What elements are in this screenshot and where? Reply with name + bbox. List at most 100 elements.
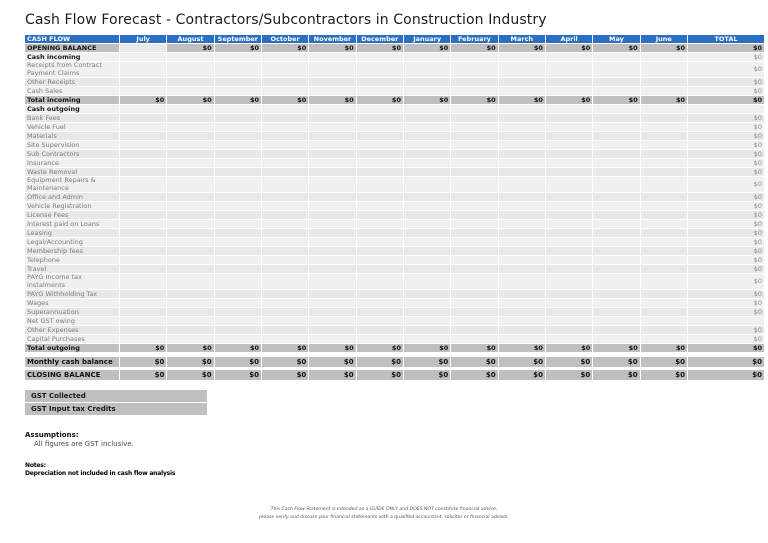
cell-november — [308, 122, 357, 132]
cell-august: $0 — [166, 95, 215, 105]
cell-march — [498, 52, 546, 62]
cell-august — [166, 316, 215, 326]
cell-november — [308, 273, 357, 290]
cell-may — [592, 77, 641, 87]
cell-march — [498, 307, 546, 317]
column-header-september: September — [214, 35, 262, 44]
cell-october: $0 — [261, 357, 310, 368]
cell-june — [640, 201, 689, 211]
cell-april — [545, 201, 594, 211]
cell-january — [403, 246, 452, 256]
cell-july — [119, 255, 168, 265]
row-label: Net GST owing — [25, 316, 120, 326]
cell-february: $0 — [450, 343, 499, 353]
cell-september: $0 — [214, 43, 262, 53]
cell-august — [166, 158, 215, 168]
cell-may — [592, 307, 641, 317]
cell-june — [640, 237, 689, 247]
row-cash-outgoing: Cash outgoing — [25, 104, 765, 114]
cell-march — [498, 255, 546, 265]
cell-march — [498, 210, 546, 220]
column-header-august: August — [166, 35, 215, 44]
cell-december: $0 — [356, 357, 404, 368]
cell-total: $0 — [687, 334, 765, 344]
cell-march — [498, 237, 546, 247]
row-legal-accounting: Legal/Accounting $0 — [25, 237, 765, 247]
cell-june — [640, 334, 689, 344]
cell-march — [498, 228, 546, 238]
cell-november — [308, 298, 357, 308]
column-header-april: April — [545, 35, 594, 44]
row-label: Insurance — [25, 158, 120, 168]
cell-total: $0 — [687, 255, 765, 265]
row-label: License Fees — [25, 210, 120, 220]
cell-april: $0 — [545, 370, 594, 381]
cell-february — [450, 131, 499, 141]
cell-august — [166, 298, 215, 308]
column-header-march: March — [498, 35, 546, 44]
cell-september — [214, 210, 262, 220]
cell-july — [119, 201, 168, 211]
cell-september — [214, 52, 262, 62]
table-header: CASH FLOW July August September October Novem… — [25, 35, 765, 44]
cell-august — [166, 176, 215, 193]
row-cash-incoming: Cash incoming $0 — [25, 52, 765, 62]
cash-flow-table: CASH FLOW July August September October Novem… — [25, 35, 765, 381]
cell-february — [450, 273, 499, 290]
cell-january — [403, 149, 452, 159]
cell-october — [261, 237, 310, 247]
cell-may — [592, 113, 641, 123]
cell-july — [119, 140, 168, 150]
column-header-february: February — [450, 35, 499, 44]
cell-march — [498, 149, 546, 159]
cell-may — [592, 131, 641, 141]
row-sub-contractors: Sub Contractors $0 — [25, 149, 765, 159]
cell-november — [308, 307, 357, 317]
cell-april — [545, 167, 594, 177]
cell-november — [308, 131, 357, 141]
cell-february — [450, 167, 499, 177]
cell-august — [166, 167, 215, 177]
cell-august — [166, 264, 215, 274]
cell-january — [403, 122, 452, 132]
cell-august — [166, 201, 215, 211]
cell-may: $0 — [592, 43, 641, 53]
cell-august — [166, 86, 215, 96]
cell-march — [498, 334, 546, 344]
cell-april — [545, 158, 594, 168]
cell-october — [261, 140, 310, 150]
cell-january — [403, 158, 452, 168]
cell-july — [119, 61, 168, 78]
cell-july — [119, 158, 168, 168]
cell-june — [640, 61, 689, 78]
cell-september — [214, 298, 262, 308]
column-header-may: May — [592, 35, 641, 44]
cell-november — [308, 52, 357, 62]
notes-text: Depreciation not included in cash flow a… — [25, 470, 176, 477]
cell-october — [261, 192, 310, 202]
cell-december — [356, 246, 404, 256]
cell-january — [403, 192, 452, 202]
cell-may — [592, 255, 641, 265]
cell-november: $0 — [308, 43, 357, 53]
cell-february — [450, 316, 499, 326]
cell-july — [119, 237, 168, 247]
cell-august — [166, 273, 215, 290]
cell-november — [308, 176, 357, 193]
cell-august: $0 — [166, 343, 215, 353]
cell-october — [261, 264, 310, 274]
row-label: Cash outgoing — [25, 104, 120, 114]
cell-august — [166, 192, 215, 202]
cell-november: $0 — [308, 370, 357, 381]
cell-august: $0 — [166, 357, 215, 368]
cell-april — [545, 298, 594, 308]
cell-december — [356, 167, 404, 177]
row-label: Bank Fees — [25, 113, 120, 123]
cell-august — [166, 52, 215, 62]
cell-october — [261, 149, 310, 159]
cell-april — [545, 176, 594, 193]
cell-may: $0 — [592, 370, 641, 381]
cell-april — [545, 325, 594, 335]
page-title: Cash Flow Forecast - Contractors/Subcont… — [25, 12, 547, 28]
cell-february — [450, 264, 499, 274]
